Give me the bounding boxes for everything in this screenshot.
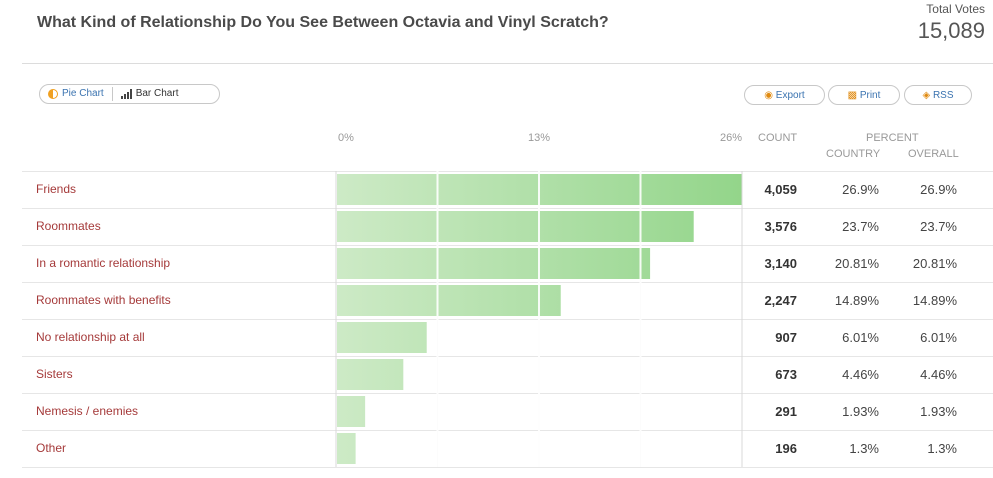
option-label: Nemesis / enemies (36, 404, 139, 418)
country-percent: 1.3% (849, 441, 879, 456)
row-divider (22, 171, 993, 172)
percent-column-header: PERCENT (866, 132, 919, 144)
export-label: Export (775, 90, 805, 101)
overall-percent: 4.46% (920, 367, 957, 382)
row-divider (22, 245, 993, 246)
printer-icon: ▩ (847, 90, 858, 101)
option-label: Roommates (36, 219, 101, 233)
bar (337, 433, 356, 464)
overall-percent: 6.01% (920, 330, 957, 345)
rss-label: RSS (932, 90, 954, 101)
bar (337, 248, 651, 279)
country-column-header: COUNTRY (826, 148, 881, 160)
overall-percent: 14.89% (912, 293, 957, 308)
export-icon: ◉ (764, 90, 774, 101)
overall-percent: 26.9% (920, 182, 957, 197)
row-divider (22, 208, 993, 209)
option-label: No relationship at all (36, 330, 145, 344)
bar (337, 396, 366, 427)
vote-count: 673 (775, 367, 797, 382)
vote-count: 2,247 (764, 293, 797, 308)
x-tick-label: 0% (338, 132, 354, 144)
pie-chart-label: Pie Chart (62, 88, 104, 99)
vote-count: 3,576 (764, 219, 797, 234)
pie-chart-icon (48, 89, 58, 99)
row-divider (22, 393, 993, 394)
x-tick-label: 26% (720, 132, 742, 144)
option-label: Roommates with benefits (36, 293, 171, 307)
chart-type-toggle: Pie Chart Bar Chart (39, 84, 220, 104)
rss-icon: ◈ (922, 90, 931, 101)
bar (337, 174, 742, 205)
toggle-divider (111, 87, 113, 101)
overall-percent: 1.3% (927, 441, 957, 456)
vote-count: 196 (775, 441, 797, 456)
overall-percent: 23.7% (920, 219, 957, 234)
bar-chart-label: Bar Chart (135, 88, 179, 99)
bar (337, 285, 561, 316)
x-tick-label: 13% (528, 132, 550, 144)
vote-count: 907 (775, 330, 797, 345)
bar (337, 211, 694, 242)
bar-chart-icon (120, 89, 132, 99)
header-divider (22, 63, 993, 64)
country-percent: 1.93% (842, 404, 879, 419)
poll-title: What Kind of Relationship Do You See Bet… (37, 14, 609, 31)
option-label: Sisters (36, 367, 73, 381)
print-label: Print (859, 90, 881, 101)
total-votes-value: 15,089 (917, 18, 985, 43)
overall-percent: 1.93% (920, 404, 957, 419)
overall-percent: 20.81% (912, 256, 957, 271)
export-button[interactable]: ◉ Export (744, 85, 825, 105)
row-divider (22, 282, 993, 283)
option-label: Friends (36, 182, 77, 196)
print-button[interactable]: ▩ Print (828, 85, 900, 105)
country-percent: 4.46% (842, 367, 879, 382)
count-column-header: COUNT (758, 132, 798, 144)
bar (337, 322, 427, 353)
bar-chart-button[interactable]: Bar Chart (113, 85, 187, 103)
option-label: Other (36, 441, 67, 455)
rss-button[interactable]: ◈ RSS (904, 85, 972, 105)
country-percent: 26.9% (842, 182, 879, 197)
country-percent: 20.81% (834, 256, 879, 271)
row-divider (22, 356, 993, 357)
overall-column-header: OVERALL (908, 148, 959, 160)
country-percent: 14.89% (834, 293, 879, 308)
country-percent: 23.7% (842, 219, 879, 234)
row-divider (22, 467, 993, 468)
vote-count: 291 (775, 404, 797, 419)
row-divider (22, 319, 993, 320)
vote-count: 4,059 (764, 182, 797, 197)
row-divider (22, 430, 993, 431)
pie-chart-button[interactable]: Pie Chart (40, 85, 112, 103)
country-percent: 6.01% (842, 330, 879, 345)
option-label: In a romantic relationship (36, 256, 171, 270)
vote-count: 3,140 (764, 256, 797, 271)
bar (337, 359, 404, 390)
total-votes-label: Total Votes (926, 2, 985, 16)
